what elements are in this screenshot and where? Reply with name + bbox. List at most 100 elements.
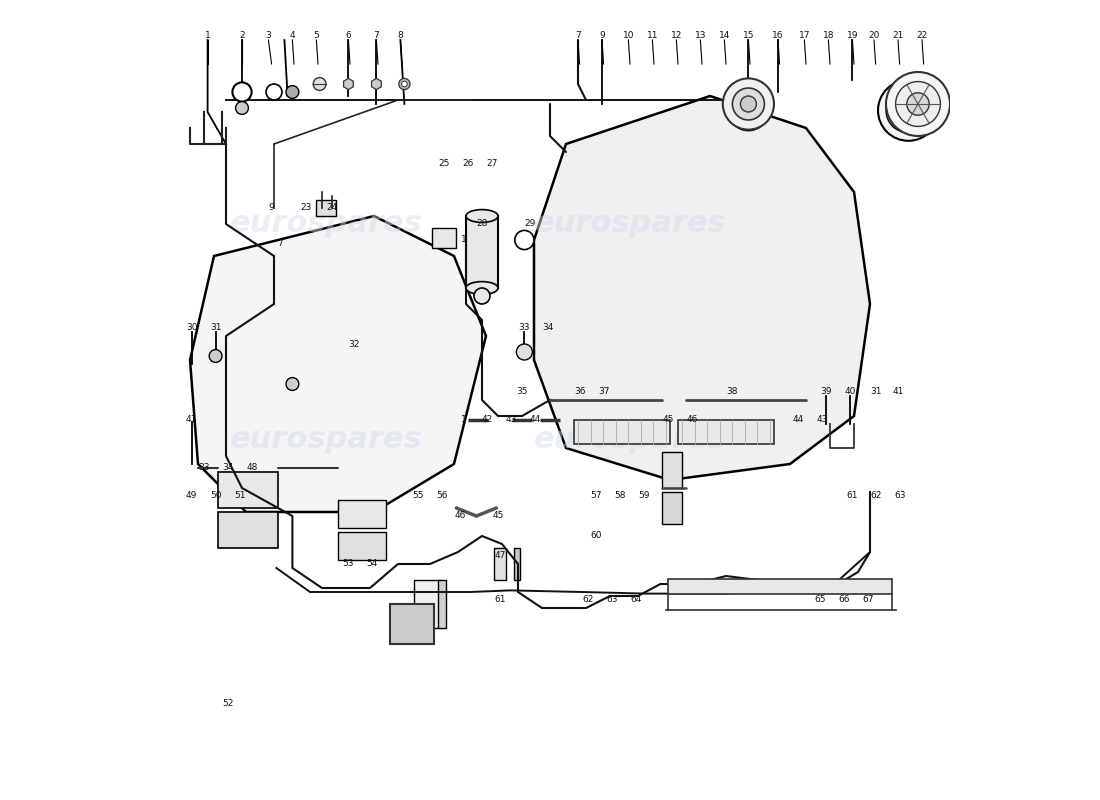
Text: 1: 1 — [461, 415, 466, 425]
Text: 42: 42 — [482, 415, 493, 425]
Text: 7: 7 — [575, 31, 581, 41]
Text: 50: 50 — [210, 491, 221, 501]
Circle shape — [516, 344, 532, 360]
Text: 43: 43 — [506, 415, 517, 425]
Circle shape — [209, 350, 222, 362]
Text: 4: 4 — [289, 31, 295, 41]
Text: eurospares: eurospares — [230, 210, 422, 238]
Text: 21: 21 — [892, 31, 904, 41]
Text: 51: 51 — [234, 491, 245, 501]
Circle shape — [402, 82, 407, 86]
Text: 12: 12 — [671, 31, 682, 41]
Text: 29: 29 — [525, 219, 536, 229]
Ellipse shape — [466, 210, 498, 222]
Text: 31: 31 — [210, 323, 221, 333]
Text: 60: 60 — [591, 531, 602, 541]
Circle shape — [235, 102, 249, 114]
Text: 27: 27 — [486, 159, 498, 169]
Text: 57: 57 — [591, 491, 602, 501]
Text: 34: 34 — [542, 323, 554, 333]
Circle shape — [895, 82, 940, 126]
Text: 62: 62 — [871, 491, 882, 501]
Text: 63: 63 — [607, 595, 618, 605]
Text: 58: 58 — [615, 491, 626, 501]
Bar — [414, 580, 442, 628]
Circle shape — [232, 82, 252, 102]
Circle shape — [894, 96, 923, 125]
Circle shape — [266, 84, 282, 100]
Text: 7: 7 — [277, 239, 283, 249]
Bar — [662, 492, 682, 524]
Text: eurospares: eurospares — [534, 210, 726, 238]
Text: 65: 65 — [815, 595, 826, 605]
Text: 17: 17 — [799, 31, 810, 41]
Text: 47: 47 — [495, 551, 506, 561]
Bar — [218, 512, 278, 548]
Text: 9: 9 — [600, 31, 605, 41]
Text: 10: 10 — [623, 31, 634, 41]
Text: 44: 44 — [530, 415, 541, 425]
Text: 43: 43 — [816, 415, 827, 425]
Text: 41: 41 — [892, 387, 904, 397]
Text: 33: 33 — [519, 323, 530, 333]
Text: 61: 61 — [847, 491, 858, 501]
Text: 7: 7 — [374, 31, 379, 41]
Circle shape — [736, 98, 760, 122]
Circle shape — [728, 90, 769, 130]
Bar — [514, 548, 520, 580]
Text: 9: 9 — [268, 203, 275, 213]
Bar — [338, 532, 386, 560]
Text: 32: 32 — [349, 339, 360, 349]
Text: 22: 22 — [916, 31, 927, 41]
Bar — [317, 200, 337, 216]
Text: 13: 13 — [695, 31, 706, 41]
Text: 61: 61 — [495, 595, 506, 605]
Bar — [669, 579, 892, 594]
Text: 38: 38 — [727, 387, 738, 397]
Text: 56: 56 — [437, 491, 448, 501]
Bar — [390, 604, 435, 644]
Bar — [338, 500, 386, 528]
Text: 55: 55 — [412, 491, 424, 501]
Text: 3: 3 — [265, 31, 272, 41]
Text: 26: 26 — [463, 159, 474, 169]
Circle shape — [886, 72, 950, 136]
Circle shape — [886, 88, 931, 133]
Text: 6: 6 — [345, 31, 351, 41]
Text: 30: 30 — [186, 323, 197, 333]
Text: 64: 64 — [630, 595, 642, 605]
Polygon shape — [534, 96, 870, 480]
Bar — [574, 420, 670, 444]
Text: 24: 24 — [327, 203, 338, 213]
Text: 63: 63 — [894, 491, 906, 501]
Bar — [494, 548, 506, 580]
Circle shape — [515, 230, 534, 250]
Text: 53: 53 — [343, 559, 354, 569]
Text: 59: 59 — [639, 491, 650, 501]
Text: 52: 52 — [222, 699, 234, 709]
Text: 44: 44 — [792, 415, 804, 425]
Bar — [466, 216, 498, 288]
Text: 23: 23 — [300, 203, 311, 213]
Text: 41: 41 — [186, 415, 197, 425]
Text: 45: 45 — [493, 511, 504, 521]
Text: 67: 67 — [862, 595, 874, 605]
Text: 36: 36 — [574, 387, 586, 397]
Circle shape — [474, 288, 490, 304]
Text: 48: 48 — [246, 463, 258, 473]
Polygon shape — [372, 78, 382, 90]
Bar — [662, 452, 682, 488]
Text: 19: 19 — [847, 31, 858, 41]
Text: 39: 39 — [821, 387, 832, 397]
Ellipse shape — [466, 282, 498, 294]
Text: 34: 34 — [222, 463, 234, 473]
Polygon shape — [190, 216, 486, 512]
Text: 37: 37 — [598, 387, 611, 397]
Text: 2: 2 — [239, 31, 245, 41]
Text: 28: 28 — [476, 219, 487, 229]
Circle shape — [399, 78, 410, 90]
Text: 31: 31 — [870, 387, 881, 397]
Bar — [678, 420, 774, 444]
Circle shape — [878, 80, 938, 141]
Circle shape — [733, 88, 764, 120]
